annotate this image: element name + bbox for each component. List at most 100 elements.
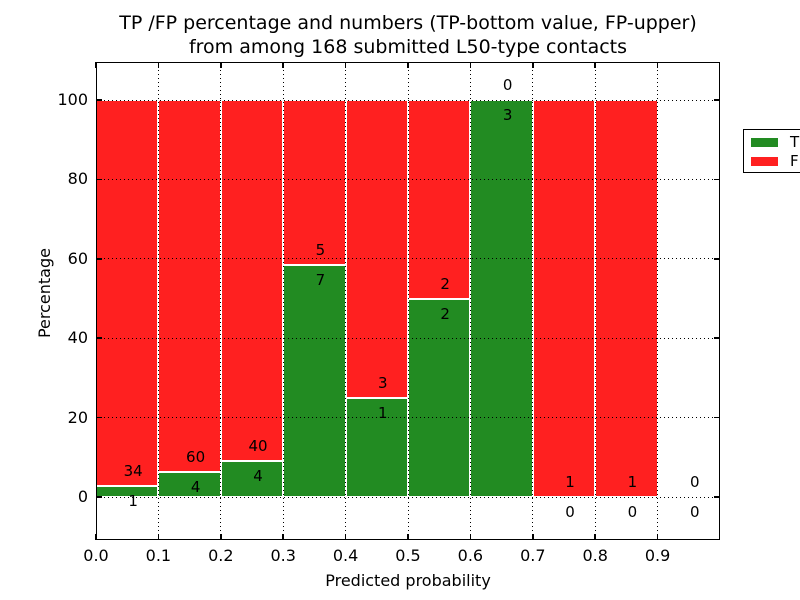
legend-fp-swatch [751, 157, 778, 166]
bar-fp-segment [532, 100, 596, 497]
x-gridline [157, 62, 159, 540]
fp-count-label: 34 [123, 461, 143, 480]
x-tick-label: 0.7 [520, 546, 546, 565]
y-tick-label: 60 [67, 248, 88, 268]
x-tick-label: 0.1 [145, 546, 172, 565]
tp-count-label: 0 [627, 503, 638, 521]
x-tick-label: 0.3 [270, 546, 296, 565]
legend-row-tp: TP [744, 133, 800, 152]
bar-fp-segment [96, 100, 159, 486]
x-tick-top [157, 62, 160, 68]
x-gridline [532, 62, 534, 540]
fp-count-label: 5 [315, 241, 326, 260]
chart-title-line2: from among 168 submitted L50-type contac… [188, 36, 628, 58]
x-gridline [469, 62, 471, 540]
fp-count-label: 60 [186, 448, 206, 467]
y-tick-right [714, 416, 720, 419]
fp-count-label: 0 [690, 473, 700, 491]
x-axis-label: Predicted probability [325, 571, 491, 590]
y-tick-label: 100 [57, 90, 88, 109]
x-gridline [594, 62, 596, 540]
bar-fp-segment [158, 100, 221, 473]
x-tick-top [282, 62, 284, 68]
bar-fp-segment [345, 100, 408, 398]
y-tick-left [96, 416, 102, 419]
x-tick-bottom [282, 534, 284, 540]
y-tick-left [96, 178, 102, 181]
fp-count-label: 40 [248, 436, 268, 455]
bar-fp-segment [595, 100, 658, 497]
x-tick-top [344, 62, 347, 68]
y-tick-left [96, 99, 102, 101]
tp-count-label: 3 [502, 106, 513, 124]
y-tick-left [96, 496, 102, 498]
x-tick-bottom [532, 534, 534, 540]
x-tick-bottom [594, 534, 596, 540]
x-tick-bottom [95, 534, 97, 540]
bar-tp-segment [408, 298, 471, 497]
chart-title-line1: TP /FP percentage and numbers (TP-bottom… [119, 12, 697, 34]
x-tick-label: 0.9 [644, 546, 671, 565]
y-tick-left [96, 258, 102, 260]
tp-count-label: 1 [378, 403, 388, 422]
x-tick-label: 0.4 [332, 546, 359, 565]
bar-tp-segment [345, 397, 408, 497]
y-tick-right [714, 99, 720, 101]
bar-tp-segment [283, 265, 346, 497]
x-tick-top [469, 62, 472, 68]
plot-area: 34 1 60 4 40 4 5 7 3 1 2 2 0 3 1 0 1 0 0 0 TP FP [95, 62, 800, 540]
tp-count-label: 2 [440, 304, 450, 323]
x-tick-top [532, 62, 534, 68]
x-tick-top [594, 62, 596, 68]
fp-count-label: 0 [502, 76, 513, 94]
fp-count-label: 1 [565, 473, 575, 491]
fp-count-label: 1 [627, 473, 638, 491]
tp-count-label: 7 [315, 271, 326, 290]
x-tick-label: 0.0 [83, 546, 109, 565]
x-tick-bottom [407, 534, 409, 540]
bar-tp-segment [470, 100, 533, 497]
y-tick-right [714, 337, 720, 339]
x-tick-bottom [157, 534, 160, 540]
y-tick-right [714, 496, 720, 498]
x-gridline [407, 62, 409, 540]
x-tick-bottom [344, 534, 347, 540]
bar-fp-segment [283, 100, 346, 266]
x-tick-top [220, 62, 222, 68]
legend-tp-swatch [751, 138, 778, 147]
y-axis-label: Percentage [35, 248, 54, 339]
tp-count-label: 0 [690, 503, 700, 521]
y-tick-right [714, 258, 720, 260]
y-tick-label: 80 [67, 169, 88, 189]
legend-row-fp: FP [744, 152, 800, 171]
fp-count-label: 3 [378, 373, 388, 392]
x-tick-label: 0.8 [582, 546, 608, 565]
x-tick-label: 0.2 [208, 546, 234, 565]
y-tick-right [714, 178, 720, 181]
tp-count-label: 4 [190, 478, 201, 497]
x-tick-bottom [656, 534, 659, 540]
legend-fp-label: FP [790, 152, 800, 170]
tp-count-label: 4 [253, 466, 263, 485]
x-gridline [657, 62, 659, 540]
legend: TP FP [743, 129, 800, 173]
x-tick-bottom [469, 534, 472, 540]
x-tick-top [407, 62, 409, 68]
x-tick-top [95, 62, 97, 68]
x-tick-label: 0.5 [395, 546, 421, 565]
bar-fp-segment [220, 100, 284, 461]
tp-count-label: 1 [128, 491, 138, 510]
y-tick-label: 40 [67, 328, 88, 348]
x-gridline [282, 62, 284, 540]
x-tick-bottom [220, 534, 222, 540]
chart-title: TP /FP percentage and numbers (TP-bottom… [96, 11, 720, 59]
y-tick-label: 20 [67, 407, 88, 427]
fp-count-label: 2 [440, 274, 450, 293]
y-tick-left [96, 337, 102, 339]
legend-tp-label: TP [790, 133, 800, 151]
bar-fp-segment [408, 100, 471, 299]
tp-count-label: 0 [565, 503, 575, 521]
y-tick-label: 0 [77, 487, 88, 506]
x-gridline [220, 62, 222, 540]
